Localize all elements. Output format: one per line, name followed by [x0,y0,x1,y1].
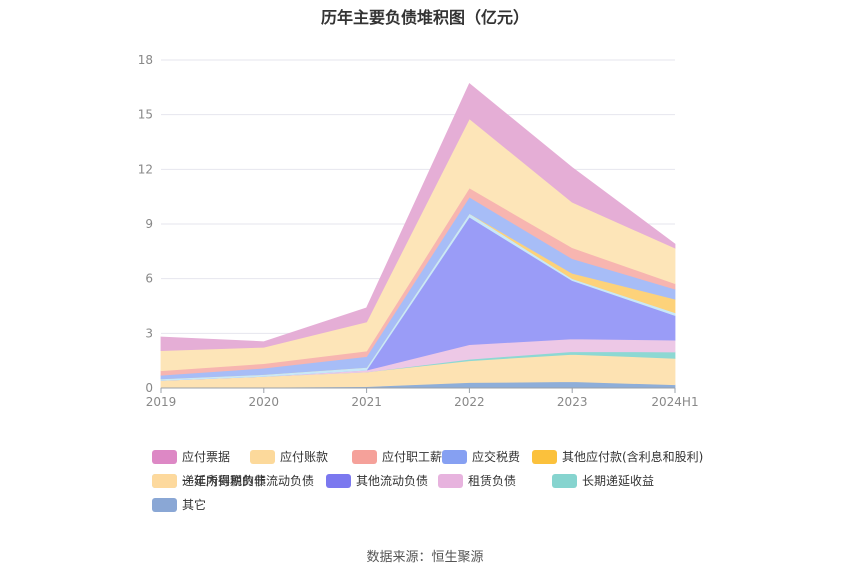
y-tick-label: 9 [145,217,153,231]
legend-swatch [532,449,557,464]
x-tick-label: 2021 [351,395,382,409]
legend-label: 长期递延收益 [582,474,655,488]
area-应付票据 [160,83,676,352]
legend-item[interactable]: 其它 [152,496,206,513]
area-series [160,83,676,389]
legend-swatch [152,449,177,464]
legend-swatch [442,449,467,464]
stacked-area-chart: 0 3 6 9 12 15 18 2019 2020 2021 2022 2023 2024H1 [138,53,699,409]
y-tick-label: 3 [145,326,153,340]
legend-item[interactable]: 应交税费 [442,448,520,465]
legend-item[interactable]: 递延所得税负债 [152,472,266,489]
chart-title: 历年主要负债堆积图（亿元） [320,8,529,27]
legend-swatch [438,473,463,488]
legend-label: 递延所得税负债 [182,474,267,488]
axes: 0 3 6 9 12 15 18 2019 2020 2021 2022 2023 2024H1 [138,53,699,409]
y-tick-label: 0 [145,381,153,395]
y-tick-label: 12 [138,162,153,176]
y-tick-label: 15 [138,108,153,122]
legend-swatch [326,473,351,488]
legend-item[interactable]: 其他流动负债 [326,472,428,489]
legend-swatch [152,497,177,512]
legend-label: 一年内到期的非流动负债 [182,474,315,488]
x-tick-label: 2019 [146,395,177,409]
legend-item[interactable]: 租赁负债 [438,472,516,489]
data-source: 数据来源：恒生聚源 [366,550,484,565]
x-tick-label: 2023 [557,395,588,409]
legend-label: 其它 [182,498,207,512]
legend-item[interactable]: 应付职工薪酬 [352,448,454,465]
legend-swatch [352,449,377,464]
legend-item[interactable]: 长期递延收益 [552,472,654,489]
legend-swatch [552,473,577,488]
legend-item[interactable]: 应付账款 [250,448,328,465]
y-tick-label: 18 [138,53,153,67]
legend-swatch [152,473,177,488]
x-tick-label: 2020 [249,395,280,409]
legend-label: 应付职工薪酬 [382,450,455,464]
legend-item[interactable]: 应付票据 [152,448,230,465]
legend-label: 租赁负债 [468,474,517,488]
legend-label: 其他流动负债 [356,474,429,488]
legend-item[interactable]: 其他应付款(含利息和股利) [532,448,703,465]
legend-label: 应交税费 [472,450,521,464]
legend-swatch [250,449,275,464]
legend-label: 其他应付款(含利息和股利) [562,450,704,464]
legend-label: 应付票据 [182,450,231,464]
x-tick-label: 2022 [454,395,485,409]
y-tick-label: 6 [145,272,153,286]
x-tick-label: 2024H1 [651,395,698,409]
legend-label: 应付账款 [280,450,329,464]
